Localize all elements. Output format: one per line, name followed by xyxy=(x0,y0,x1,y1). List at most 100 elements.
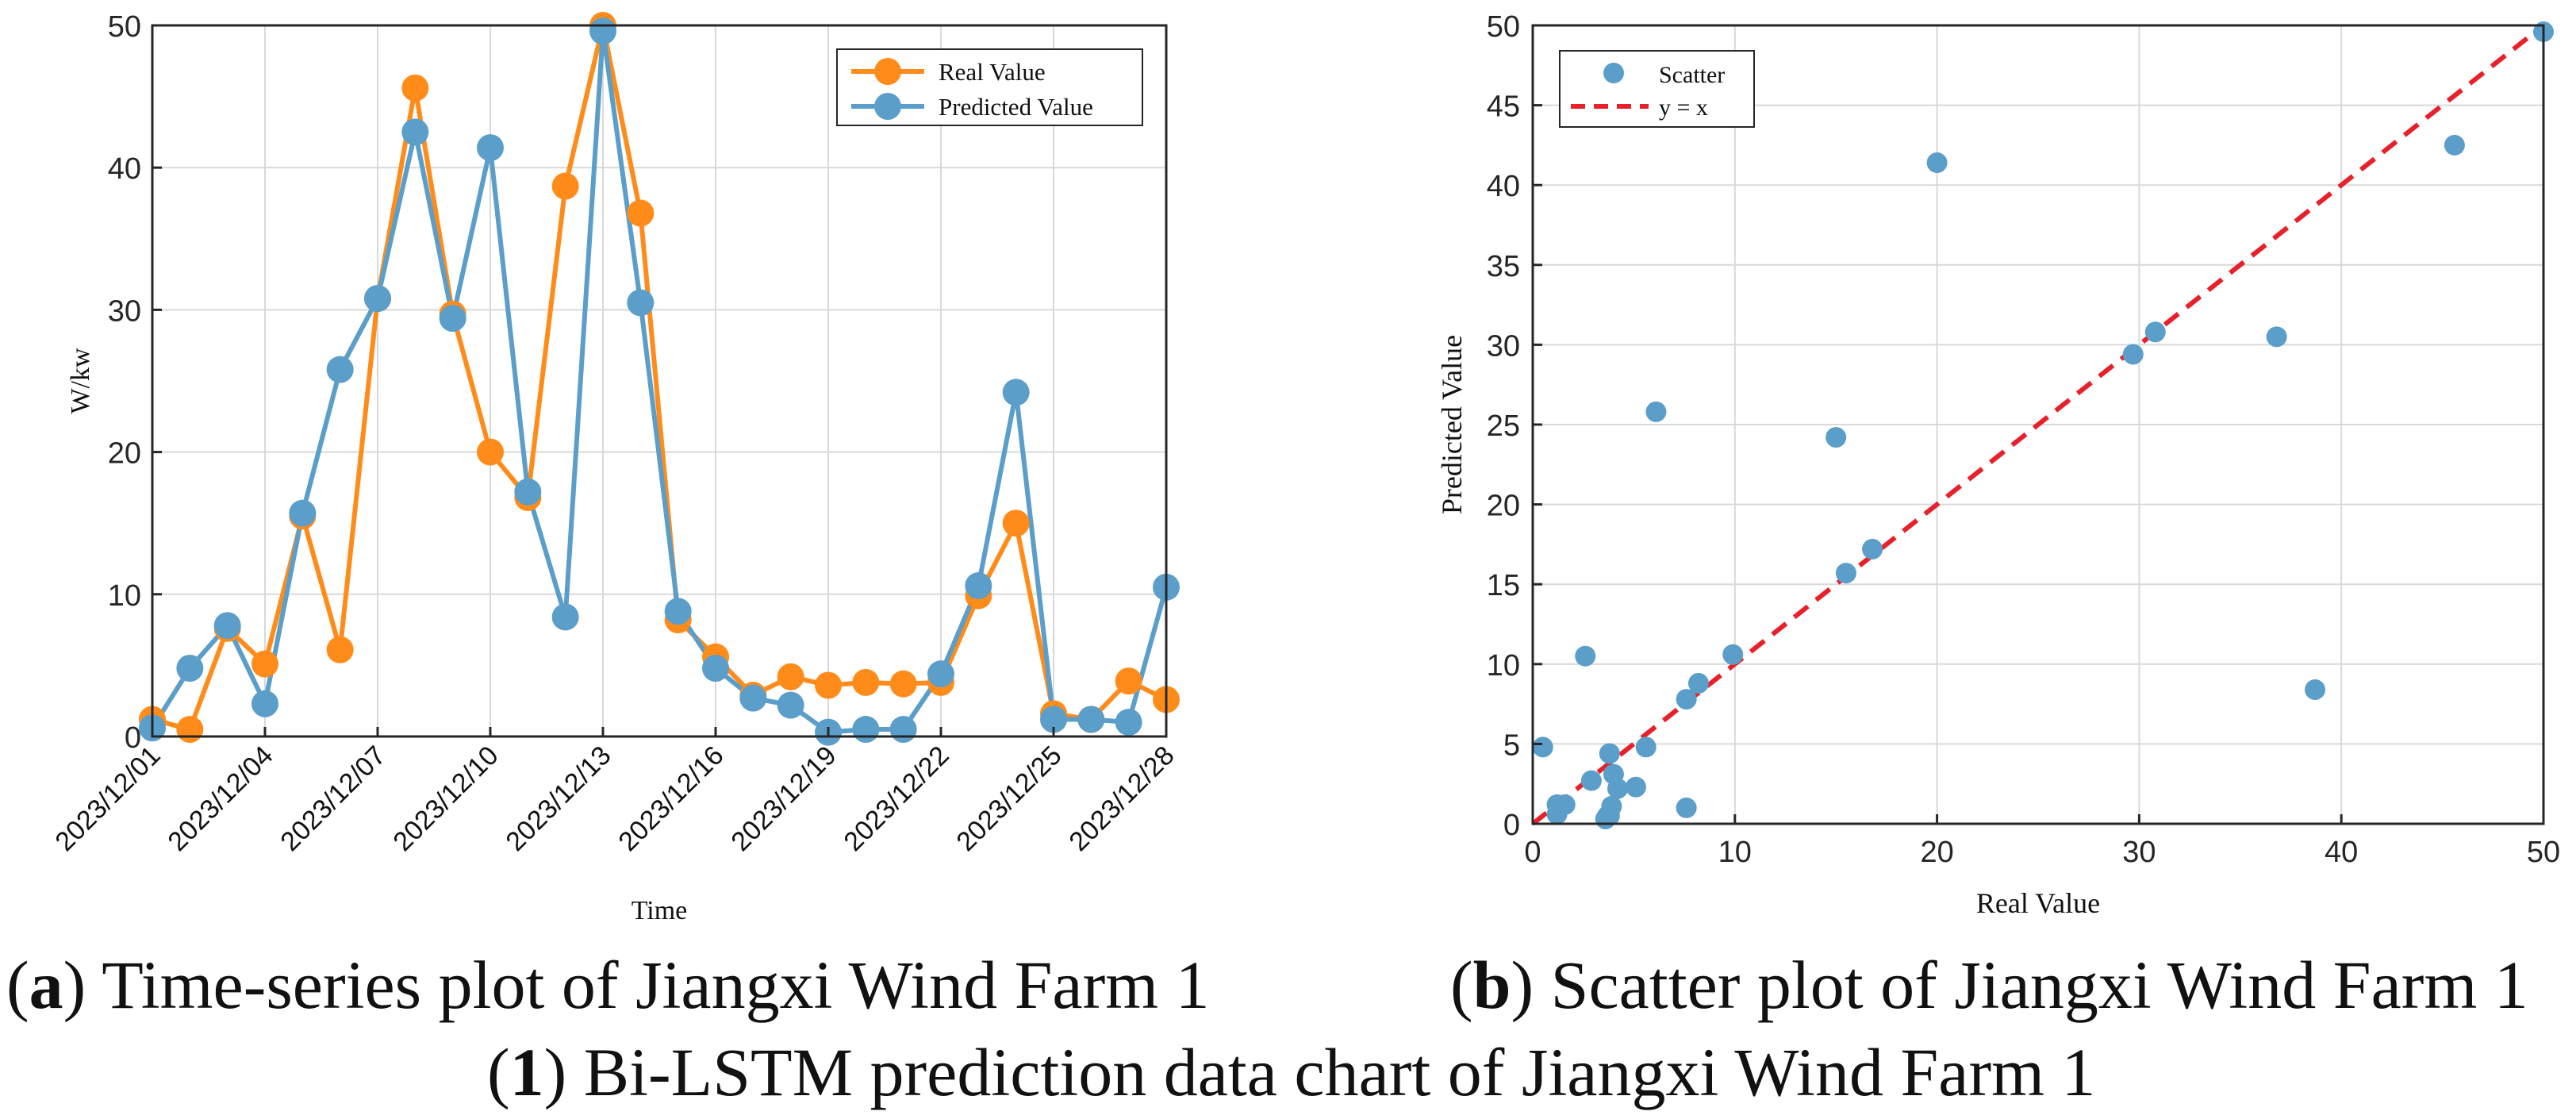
data-point-real xyxy=(551,172,579,200)
scatter-point xyxy=(2266,326,2287,348)
scatter-point xyxy=(2444,134,2465,156)
y-tick-label-a: 20 xyxy=(108,437,141,471)
legend-marker-b xyxy=(1603,63,1624,83)
scatter-chart: 0 5 10 15 20 25 30 35 40 45 50 0 10 20 30 40 50 Real Valu… xyxy=(1436,10,2560,919)
caption-a-text: Time-series plot of Jiangxi Wind Farm 1 xyxy=(102,947,1210,1023)
data-point-predicted xyxy=(777,691,804,719)
data-point-real xyxy=(326,636,354,663)
data-point-real xyxy=(1002,510,1030,537)
scatter-point xyxy=(1625,776,1646,798)
y-tick-label-b: 5 xyxy=(1503,729,1520,762)
x-axis-label-a: Time xyxy=(632,896,688,925)
legend-marker-a xyxy=(874,58,901,85)
scatter-point xyxy=(1862,538,1883,560)
y-tick-label-b: 40 xyxy=(1487,170,1520,203)
data-point-real xyxy=(889,670,917,698)
scatter-point xyxy=(1532,736,1553,758)
data-point-predicted xyxy=(927,660,954,688)
scatter-point xyxy=(1687,672,1709,694)
x-tick-label-a: 2023/12/22 xyxy=(838,740,954,857)
legend-label-a: Predicted Value xyxy=(939,93,1093,121)
x-tick-label-a: 2023/12/01 xyxy=(49,740,166,857)
data-point-predicted xyxy=(589,17,616,45)
y-tick-label-a: 50 xyxy=(108,10,141,44)
main-caption: (1) Bi-LSTM prediction data chart of Jia… xyxy=(487,1034,2096,1110)
y-tick-label-a: 40 xyxy=(108,152,141,186)
y-tick-label-b: 15 xyxy=(1487,569,1520,602)
data-point-real xyxy=(176,716,204,744)
x-tick-label-a: 2023/12/07 xyxy=(274,740,391,857)
x-tick-label-a: 2023/12/19 xyxy=(725,740,842,857)
y-tick-label-b: 45 xyxy=(1487,90,1520,124)
x-tick-label-b: 40 xyxy=(2325,836,2358,869)
data-point-predicted xyxy=(702,654,729,682)
time-series-chart: 0 10 20 30 40 50 2023/12/012023/12/042023/12/0… xyxy=(49,10,1180,925)
x-tick-label-a: 2023/12/25 xyxy=(950,740,1067,857)
data-point-predicted xyxy=(251,690,278,717)
data-point-real xyxy=(777,663,804,690)
y-axis-label-a: W/kw xyxy=(66,348,95,414)
x-tick-label-b: 50 xyxy=(2527,836,2560,869)
x-tick-label-a: 2023/12/04 xyxy=(162,740,278,857)
x-tick-label-b: 0 xyxy=(1524,836,1541,869)
data-point-predicted xyxy=(477,134,504,162)
x-tick-label-b: 20 xyxy=(1920,836,1953,869)
scatter-point xyxy=(1926,152,1948,174)
legend-label-b: Scatter xyxy=(1659,62,1725,88)
data-point-predicted xyxy=(627,289,655,317)
scatter-point xyxy=(2305,679,2326,700)
identity-line xyxy=(1531,23,2545,826)
series-line-predicted xyxy=(150,29,1169,735)
y-tick-label-b: 25 xyxy=(1487,410,1520,443)
data-point-predicted xyxy=(1115,709,1142,736)
data-point-predicted xyxy=(364,285,391,313)
scatter-point xyxy=(1676,689,1697,710)
data-point-real xyxy=(815,671,842,699)
scatter-point xyxy=(1825,427,1847,448)
y-tick-label-a: 10 xyxy=(108,579,141,613)
y-tick-label-b: 35 xyxy=(1487,250,1520,283)
caption-b-text: Scatter plot of Jiangxi Wind Farm 1 xyxy=(1550,947,2528,1023)
scatter-point xyxy=(1575,645,1596,667)
scatter-point xyxy=(1601,795,1622,817)
series-line-real xyxy=(152,23,1168,733)
axes-frame-a xyxy=(151,24,1168,738)
main-caption-label: 1 xyxy=(509,1034,544,1110)
legend-box-b xyxy=(1559,50,1755,128)
y-tick-label-b: 10 xyxy=(1487,649,1520,683)
data-point-predicted xyxy=(1002,379,1030,406)
data-point-predicted xyxy=(1040,706,1067,733)
y-tick-label-b: 0 xyxy=(1503,809,1520,842)
data-point-real xyxy=(627,199,655,227)
data-point-predicted xyxy=(551,603,579,631)
x-axis-label-b: Real Value xyxy=(1976,887,2100,919)
scatter-point xyxy=(1722,644,1744,665)
x-tick-label-a: 2023/12/13 xyxy=(500,740,616,857)
scatter-point xyxy=(1603,763,1624,785)
legend-label-a: Real Value xyxy=(939,58,1046,86)
y-tick-label-b: 30 xyxy=(1487,329,1520,363)
data-point-predicted xyxy=(213,612,241,640)
plot-area-a xyxy=(152,25,1166,736)
caption-b: (b) Scatter plot of Jiangxi Wind Farm 1 xyxy=(1450,947,2528,1023)
scatter-point xyxy=(2144,321,2166,343)
data-point-real xyxy=(477,438,504,466)
caption-a-label: a xyxy=(29,947,63,1023)
data-point-predicted xyxy=(664,598,692,625)
x-tick-label-b: 10 xyxy=(1718,836,1752,869)
y-tick-label-a: 0 xyxy=(125,721,141,755)
data-point-real xyxy=(1115,667,1142,695)
scatter-point xyxy=(1835,563,1856,584)
y-tick-label-b: 20 xyxy=(1487,490,1520,523)
x-tick-label-a: 2023/12/10 xyxy=(387,740,504,857)
y-tick-label-a: 30 xyxy=(108,294,141,328)
x-tick-label-a: 2023/12/16 xyxy=(612,740,729,857)
scatter-point xyxy=(2122,344,2144,365)
data-point-predicted xyxy=(289,499,317,527)
x-tick-label-a: 2023/12/28 xyxy=(1063,740,1180,857)
data-point-predicted xyxy=(739,684,767,712)
scatter-point xyxy=(1635,736,1657,758)
scatter-point xyxy=(1676,797,1697,818)
legend-marker-a xyxy=(874,93,901,120)
data-point-predicted xyxy=(176,654,204,682)
